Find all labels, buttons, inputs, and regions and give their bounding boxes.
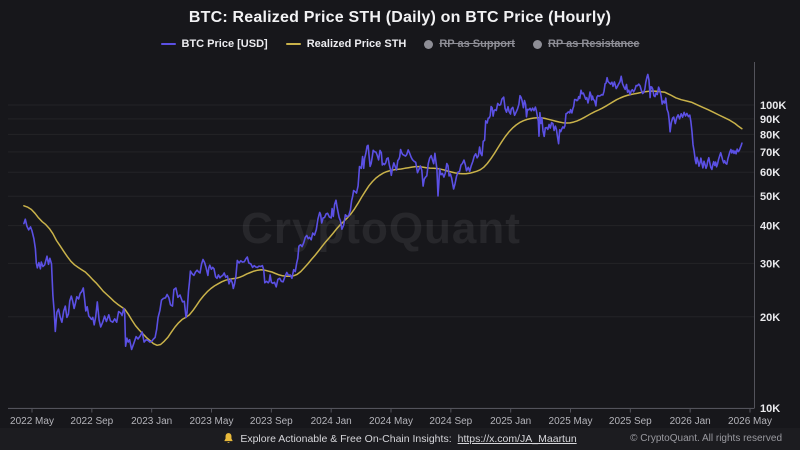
y-tick-label: 10K: [760, 403, 780, 415]
x-tick-label: 2026 May: [728, 416, 772, 427]
legend-item-btc-price-usd-[interactable]: BTC Price [USD]: [160, 38, 268, 50]
x-tick-label: 2025 Jan: [490, 416, 531, 427]
footer-promo-text: Explore Actionable & Free On-Chain Insig…: [240, 432, 452, 445]
x-tick-label: 2023 Jan: [131, 416, 172, 427]
x-tick-label: 2024 May: [369, 416, 413, 427]
legend-item-rp-as-support[interactable]: RP as Support: [424, 38, 515, 50]
x-axis-ticks: 2022 May 2022 Sep 2023 Jan 2023 May 2023 Sep…: [10, 408, 772, 427]
y-tick-label: 60K: [760, 167, 780, 179]
footer-promo-link[interactable]: https://x.com/JA_Maartun: [457, 432, 577, 445]
x-tick-label: 2025 May: [549, 416, 593, 427]
legend-item-realized-price-sth[interactable]: Realized Price STH: [285, 38, 407, 50]
legend-label: Realized Price STH: [306, 38, 407, 50]
y-tick-label: 30K: [760, 258, 780, 270]
x-tick-label: 2024 Sep: [429, 416, 472, 427]
x-tick-label: 2024 Jan: [311, 416, 352, 427]
x-tick-label: 2023 Sep: [250, 416, 293, 427]
y-tick-label: 90K: [760, 114, 780, 126]
legend-line-swatch: [160, 43, 176, 45]
x-tick-label: 2022 Sep: [70, 416, 113, 427]
y-gridlines: [8, 104, 754, 409]
y-tick-label: 100K: [760, 100, 786, 112]
x-tick-label: 2022 May: [10, 416, 54, 427]
legend-line-swatch: [285, 43, 301, 45]
legend-circle-swatch: [532, 39, 542, 49]
legend: BTC Price [USD] Realized Price STH RP as S…: [0, 38, 800, 50]
x-tick-label: 2023 May: [190, 416, 234, 427]
chart-title: BTC: Realized Price STH (Daily) on BTC P…: [188, 9, 612, 26]
x-tick-label: 2025 Sep: [609, 416, 652, 427]
legend-circle-swatch: [424, 39, 434, 49]
x-tick-label: 2026 Jan: [670, 416, 711, 427]
y-tick-label: 80K: [760, 129, 780, 141]
footer-promo: Explore Actionable & Free On-Chain Insig…: [0, 432, 800, 445]
legend-label: RP as Resistance: [547, 38, 640, 50]
legend-item-rp-as-resistance[interactable]: RP as Resistance: [532, 38, 640, 50]
y-tick-label: 40K: [760, 221, 780, 233]
bell-icon: [224, 433, 233, 443]
legend-label: BTC Price [USD]: [181, 38, 268, 50]
legend-label: RP as Support: [439, 38, 515, 50]
y-axis-labels: 10K 20K 30K 40K 50K 60K 70K 80K 90K 100K: [760, 100, 786, 415]
y-tick-label: 70K: [760, 147, 780, 159]
realized-price-sth-line: [23, 90, 743, 347]
btc-price-usd--line: [23, 73, 743, 351]
y-tick-label: 50K: [760, 191, 780, 203]
copyright: © CryptoQuant. All rights reserved: [630, 433, 782, 444]
y-tick-label: 20K: [760, 312, 780, 324]
